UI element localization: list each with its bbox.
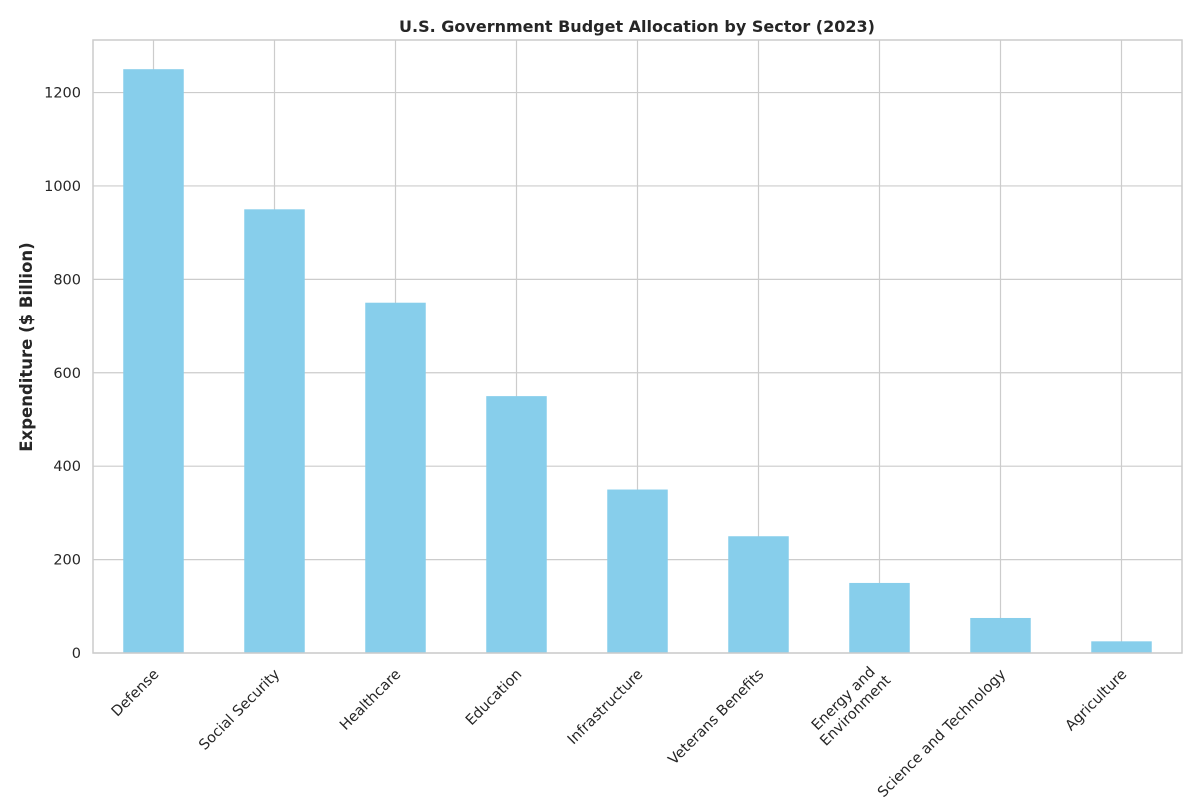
x-tick-label: Science and Technology [875,666,1010,800]
y-tick-label: 0 [72,646,81,662]
y-tick-label: 400 [53,459,81,475]
bar-veterans-benefits [728,536,789,653]
y-tick-labels: 0 200 400 600 800 1000 1200 [44,86,81,662]
x-tick-label: Education [463,667,525,729]
bar-education [486,396,547,653]
bar-healthcare [365,302,426,653]
plot-frame [92,39,1183,654]
x-tick-label: Agriculture [1063,666,1131,734]
y-tick-label: 1000 [44,179,81,195]
x-tick-label: Social Security [196,666,283,753]
bar-science-and-technology [970,617,1031,653]
bar-infrastructure [607,489,668,653]
y-tick-label: 1200 [44,86,81,102]
bar-energy-and-environment [849,582,910,653]
y-tick-label: 200 [53,553,81,569]
x-tick-labels: Defense Social Security Healthcare Educatio… [109,660,1131,800]
bar-social-security [244,209,305,654]
x-tick-label: Defense [109,666,163,720]
y-tick-label: 600 [53,366,81,382]
x-tick-label: Energy andEnvironment [805,660,894,749]
x-tick-label: Infrastructure [565,666,647,748]
y-tick-label: 800 [53,272,81,288]
y-axis-label: Expenditure ($ Billion) [17,242,36,451]
x-tick-label: Healthcare [337,666,404,733]
bar-defense [123,69,184,653]
chart-title: U.S. Government Budget Allocation by Sec… [399,17,875,36]
bar-agriculture [1091,641,1152,653]
x-tick-label: Veterans Benefits [666,667,768,769]
bars [123,69,1152,654]
